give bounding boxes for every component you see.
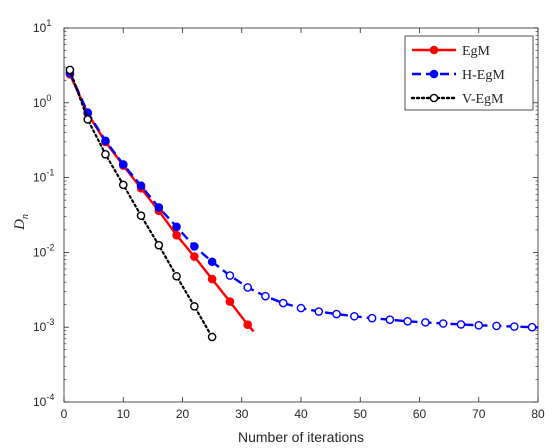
data-point: [190, 302, 199, 311]
x-tick-label: 0: [61, 407, 68, 421]
y-tick-label: 101: [33, 18, 51, 35]
legend-marker: [429, 69, 439, 79]
data-point: [385, 315, 395, 324]
y-axis-label-main: D: [12, 219, 28, 231]
data-point: [296, 303, 306, 313]
data-point: [243, 283, 252, 292]
y-axis-label-sub: n: [20, 214, 31, 219]
data-point: [225, 297, 235, 306]
data-point: [101, 136, 110, 146]
x-tick-label: 50: [354, 407, 368, 421]
series-line: [68, 72, 539, 329]
x-tick-label: 70: [472, 407, 486, 421]
x-axis-label: Number of iterations: [238, 429, 364, 445]
data-point: [225, 271, 235, 280]
data-point: [207, 332, 217, 342]
y-tick-label-exponent: -3: [46, 317, 54, 327]
data-point: [154, 240, 164, 250]
y-tick-label: 10-3: [33, 317, 54, 334]
x-tick-label: 20: [176, 407, 190, 421]
legend-item: EgM: [412, 44, 491, 59]
data-point: [136, 181, 146, 190]
data-point: [172, 271, 181, 281]
legend-marker: [429, 93, 439, 103]
legend-items: EgM H-EgM V-EgM: [410, 44, 505, 107]
y-tick-label-exponent: -4: [46, 392, 54, 402]
y-tick-label-exponent: 0: [46, 93, 51, 103]
data-point: [136, 211, 146, 220]
data-point: [65, 65, 75, 75]
data-point: [456, 320, 466, 329]
data-point: [509, 322, 519, 331]
legend-label: EgM: [462, 44, 491, 59]
data-point: [474, 321, 484, 330]
data-point: [332, 309, 341, 319]
y-axis-label: Dn: [12, 214, 31, 231]
data-point: [278, 298, 288, 308]
data-point: [261, 291, 270, 301]
y-tick-label-exponent: 1: [46, 18, 51, 28]
legend: EgM H-EgM V-EgM: [404, 35, 534, 111]
data-point: [207, 257, 217, 267]
legend-label: V-EgM: [462, 92, 504, 107]
data-point: [492, 321, 501, 331]
y-tick-label: 100: [33, 93, 51, 110]
data-point: [172, 230, 181, 240]
data-point: [314, 307, 324, 316]
legend-item: H-EgM: [412, 68, 505, 83]
x-tick-label: 10: [117, 407, 131, 421]
data-point: [403, 316, 412, 326]
y-tick-label: 10-4: [33, 392, 54, 409]
legend-label: H-EgM: [462, 68, 505, 83]
data-point: [118, 160, 128, 169]
legend-item: V-EgM: [410, 92, 504, 107]
x-axis: 0 10 20 30 40 50 60 70 80: [61, 28, 545, 421]
data-point: [350, 311, 359, 321]
y-tick-label-base: 10: [33, 21, 47, 35]
data-point: [118, 180, 128, 190]
data-point: [243, 320, 252, 329]
y-tick-label-base: 10: [33, 96, 47, 110]
y-tick-label-base: 10: [33, 245, 47, 259]
data-point: [190, 242, 199, 251]
data-point: [438, 319, 448, 328]
data-point: [101, 149, 110, 159]
data-point: [83, 115, 92, 124]
y-tick-label: 10-2: [33, 242, 54, 259]
x-tick-label: 60: [413, 407, 427, 421]
series-H-EgM: [65, 68, 539, 332]
data-point: [367, 313, 377, 323]
data-point: [207, 274, 217, 284]
data-point: [172, 222, 181, 232]
legend-marker: [429, 45, 439, 55]
y-tick-label-exponent: -1: [46, 168, 54, 178]
x-tick-label: 40: [294, 407, 308, 421]
data-point: [527, 322, 537, 332]
y-tick-label: 10-1: [33, 168, 54, 185]
series-layer: [65, 65, 539, 342]
data-point: [421, 318, 430, 327]
series-V-EgM: [65, 65, 217, 342]
y-tick-label-base: 10: [33, 395, 47, 409]
x-tick-label: 30: [235, 407, 249, 421]
y-tick-label-base: 10: [33, 320, 47, 334]
y-tick-label-base: 10: [33, 171, 47, 185]
data-point: [190, 252, 199, 261]
x-tick-label: 80: [531, 407, 545, 421]
y-tick-label-exponent: -2: [46, 242, 54, 252]
data-point: [154, 203, 164, 212]
